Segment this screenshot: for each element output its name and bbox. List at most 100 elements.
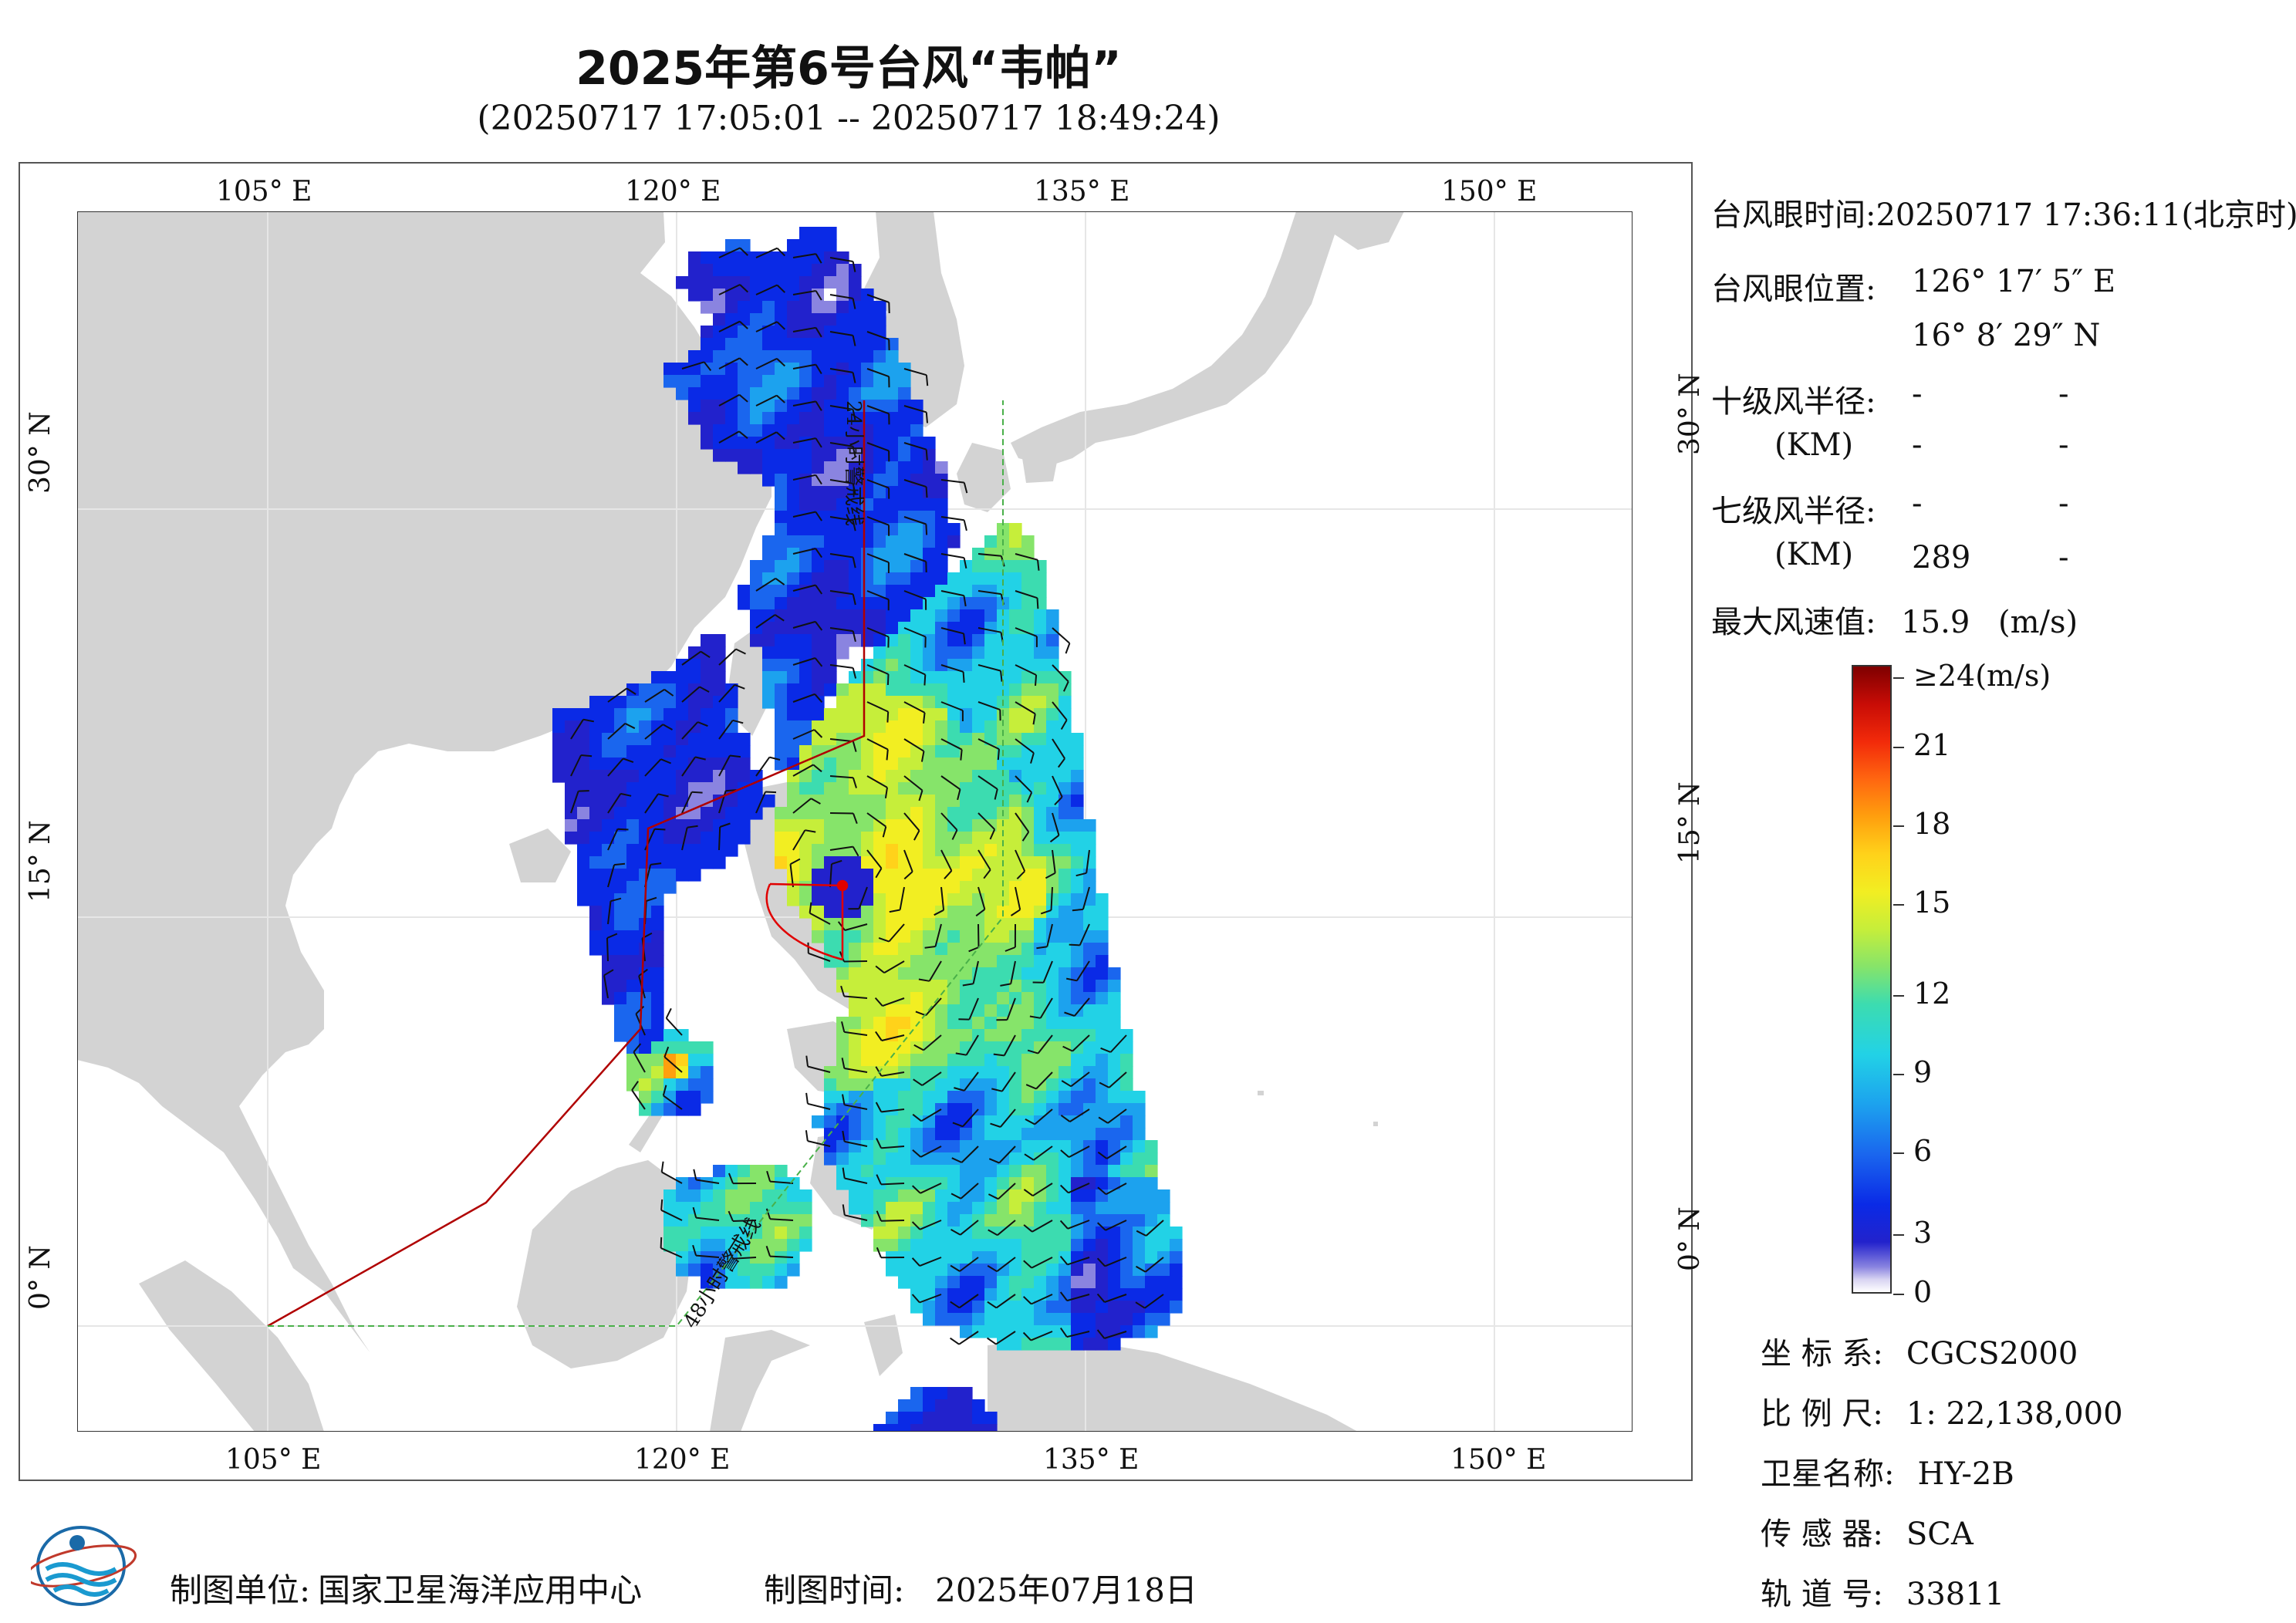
crs-row: 坐 标 系: CGCS2000 xyxy=(1761,1328,2078,1373)
colorbar-tick xyxy=(1893,1233,1904,1236)
footer-unit-value: 国家卫星海洋应用中心 xyxy=(318,1571,643,1609)
lat-label-left-0: 0° N xyxy=(25,1245,56,1310)
wind-speed-cells xyxy=(552,227,1183,1432)
warning-line-24h xyxy=(267,400,866,1328)
orbit-label: 轨 道 号: xyxy=(1761,1577,1883,1612)
land-japan-honshu xyxy=(1011,211,1342,466)
scale-value: 1: 22,138,000 xyxy=(1906,1396,2123,1432)
lon-label-top-135: 135° E xyxy=(1034,176,1130,208)
page-title: 2025年第6号台风“韦帕” xyxy=(576,42,1122,96)
colorbar-tick xyxy=(1893,825,1904,827)
colorbar-label: ≥24(m/s) xyxy=(1913,659,2051,693)
eye-lon: 126° 17′ 5″ E xyxy=(1912,264,2116,299)
lon-label-bottom-150: 150° E xyxy=(1450,1444,1547,1476)
max-wind-value: 15.9 xyxy=(1901,605,1970,640)
warning-line-48h xyxy=(268,400,1004,1327)
r7-value-nw: - xyxy=(2058,540,2069,575)
r7-km-label: (KM) xyxy=(1774,537,1854,572)
lon-label-top-105: 105° E xyxy=(216,176,312,208)
scale-label: 比 例 尺: xyxy=(1761,1396,1883,1432)
footer-time-label: 制图时间: xyxy=(764,1571,905,1609)
max-wind-label: 最大风速值: xyxy=(1711,605,1876,640)
r10-value-ne: - xyxy=(1912,376,1923,412)
r7-value-sw: 289 xyxy=(1912,540,1971,575)
footer-time: 制图时间: 2025年07月18日 xyxy=(764,1564,1197,1611)
lon-label-bottom-105: 105° E xyxy=(225,1444,322,1476)
land-sulawesi xyxy=(710,1330,810,1432)
colorbar-tick xyxy=(1893,994,1904,997)
scale-row: 比 例 尺: 1: 22,138,000 xyxy=(1761,1388,2123,1433)
orbit-value: 33811 xyxy=(1906,1577,2005,1612)
r7-value-se: - xyxy=(2058,486,2069,521)
eye-time-value: 20250717 17:36:11(北京时) xyxy=(1876,197,2296,233)
colorbar-label: 6 xyxy=(1913,1133,1933,1168)
colorbar-label: 3 xyxy=(1913,1215,1933,1250)
colorbar-tick xyxy=(1893,1152,1904,1154)
land-borneo xyxy=(517,1160,694,1368)
land-kyushu xyxy=(957,443,1011,512)
footer-unit-label: 制图单位: xyxy=(170,1571,311,1609)
crs-value: CGCS2000 xyxy=(1906,1336,2078,1372)
satellite-value: HY-2B xyxy=(1917,1456,2014,1492)
wind-barbs xyxy=(570,247,1164,1345)
lat-label-left-30: 30° N xyxy=(25,411,56,494)
land-hainan xyxy=(509,828,571,882)
colorbar-label: 21 xyxy=(1913,727,1951,762)
colorbar-label: 15 xyxy=(1913,885,1951,919)
lat-label-right-15: 15° N xyxy=(1674,781,1706,864)
land-sumatra xyxy=(139,1260,324,1432)
colorbar-tick xyxy=(1893,1073,1904,1075)
land-taiwan xyxy=(729,628,772,736)
land-shikoku xyxy=(1022,458,1057,483)
r10-km-label: (KM) xyxy=(1774,427,1854,463)
typhoon-eye-marker xyxy=(765,879,849,961)
eye-lat: 16° 8′ 29″ N xyxy=(1912,318,2101,353)
satellite-label: 卫星名称: xyxy=(1761,1456,1895,1492)
colorbar-tick xyxy=(1893,903,1904,906)
lon-label-top-150: 150° E xyxy=(1441,176,1538,208)
colorbar-label: 18 xyxy=(1913,806,1951,841)
r7-value-ne: - xyxy=(1912,486,1923,521)
land-asia-mainland xyxy=(77,211,772,1353)
footer-time-value: 2025年07月18日 xyxy=(935,1571,1197,1609)
colorbar-label: 9 xyxy=(1913,1054,1933,1089)
colorbar-label: 0 xyxy=(1913,1275,1933,1309)
orbit-row: 轨 道 号: 33811 xyxy=(1761,1569,2004,1614)
satellite-row: 卫星名称: HY-2B xyxy=(1761,1449,2014,1493)
max-wind: 最大风速值: 15.9 (m/s) xyxy=(1711,597,2078,642)
r10-value-se: - xyxy=(2058,376,2069,412)
colorbar-tick xyxy=(1893,677,1904,680)
warning-line-24h-label: 24小时警戒线 xyxy=(842,400,865,526)
nsoas-logo xyxy=(25,1515,139,1608)
eye-pos-label: 台风眼位置: xyxy=(1711,272,1876,307)
lat-label-left-15: 15° N xyxy=(25,820,56,903)
wind-speed-colorbar xyxy=(1852,665,1892,1294)
map-frame xyxy=(19,162,1693,1481)
sensor-value: SCA xyxy=(1906,1517,1974,1552)
colorbar-tick xyxy=(1893,1294,1904,1295)
eye-time: 台风眼时间:20250717 17:36:11(北京时) xyxy=(1711,190,2296,235)
land-korea xyxy=(864,211,964,427)
land-hokkaido xyxy=(1312,211,1404,250)
r10-value-nw: - xyxy=(2058,427,2069,463)
r10-value-sw: - xyxy=(1912,427,1923,463)
max-wind-unit: (m/s) xyxy=(1997,605,2078,640)
sensor-label: 传 感 器: xyxy=(1761,1517,1883,1552)
lon-label-bottom-120: 120° E xyxy=(634,1444,731,1476)
r7-label: 七级风半径: xyxy=(1711,494,1876,529)
eye-time-label: 台风眼时间: xyxy=(1711,197,1876,233)
land-new-guinea xyxy=(988,1338,1358,1432)
sensor-row: 传 感 器: SCA xyxy=(1761,1509,1974,1554)
colorbar-tick xyxy=(1893,746,1904,748)
crs-label: 坐 标 系: xyxy=(1761,1336,1883,1372)
r10-label: 十级风半径: xyxy=(1711,384,1876,420)
wind-field-map: 24小时警戒线 48小时警戒线 xyxy=(77,211,1633,1432)
land-halmahera xyxy=(864,1314,903,1376)
lat-label-right-30: 30° N xyxy=(1674,373,1706,455)
page-subtitle: (20250717 17:05:01 -- 20250717 18:49:24) xyxy=(477,99,1221,138)
lon-label-top-120: 120° E xyxy=(625,176,721,208)
footer-unit: 制图单位: 国家卫星海洋应用中心 xyxy=(170,1564,642,1611)
colorbar-label: 12 xyxy=(1913,976,1951,1011)
lon-label-bottom-135: 135° E xyxy=(1043,1444,1140,1476)
lat-label-right-0: 0° N xyxy=(1674,1206,1706,1271)
